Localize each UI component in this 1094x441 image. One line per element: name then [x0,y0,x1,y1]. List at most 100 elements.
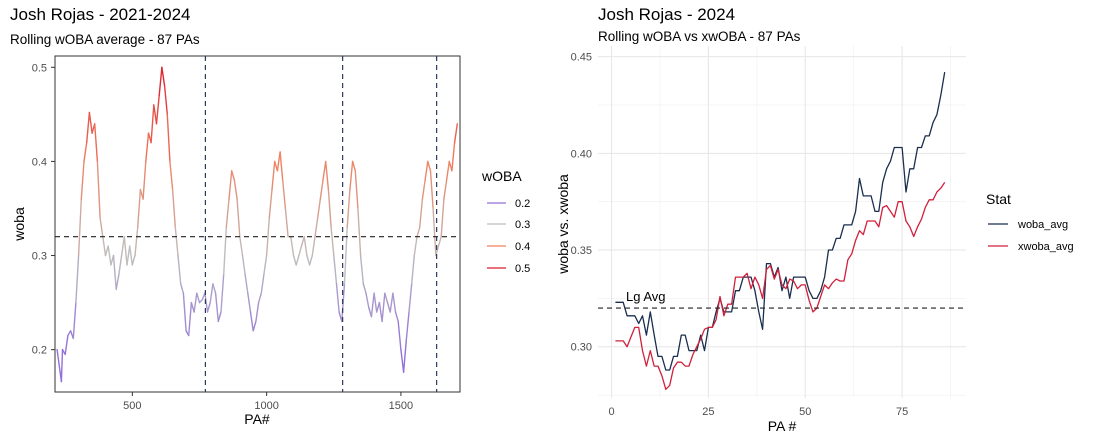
woba-line-segment [263,254,268,276]
woba-line-segment [115,273,120,291]
woba-line-segment [233,179,238,200]
woba-line-segment [354,170,359,210]
right-chart-subtitle: Rolling wOBA vs xwOBA - 87 PAs [598,29,801,44]
woba-line-segment [72,301,77,340]
woba-line-segment [411,254,415,285]
woba-line-segment [365,292,370,308]
y-tick-label: 0.5 [32,62,47,74]
woba-line-segment [244,273,249,294]
woba-line-segment [196,292,201,304]
woba-line-segment [282,179,287,210]
y-tick-label: 0.2 [32,345,47,357]
left-color-legend: wOBA 0.2 0.3 0.4 0.5 [481,168,530,275]
woba-line-segment [126,245,131,266]
woba-line-segment [220,273,225,313]
x-tick-label: 75 [896,406,908,418]
x-tick-label: 1000 [254,400,278,412]
woba-line-segment [187,301,193,337]
right-plot-marks [598,71,966,390]
left-chart-title: Josh Rojas - 2021-2024 [10,5,191,24]
x-tick-label: 25 [702,406,714,418]
woba-line-segment [384,292,389,304]
woba-line-segment [75,254,80,304]
woba-line-segment [88,111,93,134]
woba-line-segment [257,292,262,304]
woba-line-segment [440,198,445,238]
woba-line-segment [400,348,405,373]
left-legend-title: wOBA [481,168,522,184]
woba-line-segment [419,198,424,229]
woba-line-segment [402,339,407,373]
woba-line-segment [443,179,448,200]
woba-line-segment [134,226,139,257]
y-tick-label: 0.35 [571,245,592,257]
woba-line-segment [333,254,338,285]
woba-line-segment [319,179,324,200]
woba-line-segment [136,188,142,229]
woba-line-segment [228,170,233,200]
y-tick-label: 0.30 [571,342,592,354]
woba-line-segment [308,254,313,266]
woba-line-segment [432,207,437,257]
woba-line-segment [102,235,107,257]
woba-line-segment [295,254,300,266]
woba-line-segment [107,245,112,266]
right-x-axis-label: PA # [768,418,797,434]
woba-line-segment [142,160,147,200]
left-plot-panel [54,55,461,393]
woba-line-segment [416,226,421,238]
woba-line-segment [394,311,399,323]
woba-line-segment [437,235,442,247]
woba-line-segment [204,292,209,313]
woba-line-segment [397,320,402,351]
left-legend-item-0.2: 0.2 [487,198,530,210]
y-tick-label: 0.3 [32,251,47,263]
woba-line-segment [179,283,185,294]
woba_avg-line [615,71,946,371]
left-chart-subtitle: Rolling wOBA average - 87 PAs [10,32,200,47]
left-axis-ticks: 500 1000 1500 0.2 0.3 0.4 0.5 [32,62,413,412]
woba-line-segment [362,283,367,294]
woba-line-segment [435,245,440,257]
woba-line-segment [453,123,458,144]
woba-line-segment [77,198,83,257]
woba-line-segment [429,170,434,210]
left-x-axis-label: PA# [244,411,270,427]
woba-line-segment [153,104,158,125]
woba-line-segment [421,179,426,200]
x-tick-label: 0 [608,406,614,418]
left-legend-label: 0.3 [515,219,530,231]
woba-line-segment [424,160,429,181]
woba-line-segment [271,160,276,191]
woba-line-segment [327,188,332,229]
woba-line-segment [373,292,378,313]
woba-line-segment [206,301,211,313]
right-axis-ticks: 0 25 50 75 0.30 0.35 0.40 0.45 [571,52,909,418]
woba-line-segment [112,254,117,291]
woba-line-segment [317,198,321,219]
woba-line-segment [255,301,260,323]
left-chart: Josh Rojas - 2021-2024 Rolling wOBA aver… [10,5,530,427]
woba-line-segment [322,160,327,181]
woba-line-segment [303,235,308,257]
left-legend-item-0.4: 0.4 [487,241,530,253]
woba-line-segment [120,235,126,257]
woba-line-segment [445,160,450,181]
woba-line-segment [155,94,160,125]
right-chart: Josh Rojas - 2024 Rolling wOBA vs xwOBA … [555,5,1074,434]
woba-line-segment [118,254,123,276]
right-gridlines [598,46,966,398]
right-chart-title: Josh Rojas - 2024 [598,5,735,24]
woba-line-segment [163,85,169,116]
right-y-axis-label: woba vs. xwoba [555,174,571,275]
woba-line-segment [325,160,330,191]
right-legend-item-woba: woba_avg [988,219,1068,231]
woba-line-segment [150,104,155,144]
left-plot-marks [55,56,460,392]
left-legend-label: 0.5 [515,263,530,275]
woba-line-segment [241,254,246,276]
woba-line-segment [349,160,354,191]
x-tick-label: 500 [123,400,141,412]
y-tick-label: 0.4 [32,156,47,168]
